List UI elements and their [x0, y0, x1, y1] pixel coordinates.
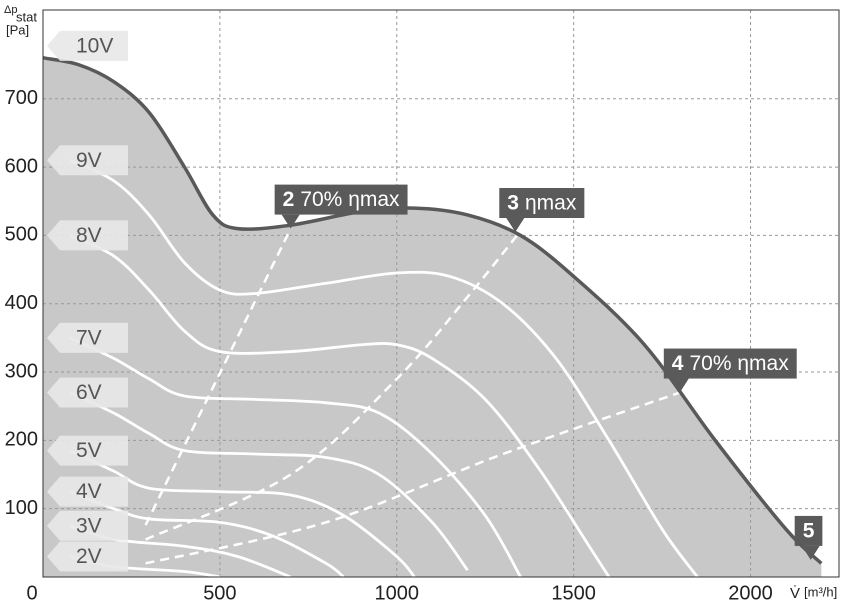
fan-curve	[69, 449, 416, 578]
annotation-box	[499, 188, 585, 219]
y-tick-label: 100	[5, 497, 38, 519]
plot-frame	[42, 9, 840, 578]
x-label-symbol: V̇	[790, 585, 800, 602]
annotation-pointer	[506, 218, 525, 233]
y-tick-label: 300	[5, 360, 38, 382]
fan-curve	[69, 391, 469, 572]
x-tick-label: 0	[26, 582, 37, 604]
annotation: 5	[794, 515, 823, 560]
voltage-label: 5V	[76, 439, 102, 462]
voltage-label: 7V	[76, 326, 102, 349]
annotation-box	[274, 184, 408, 215]
voltage-tag	[47, 476, 128, 507]
y-label-unit: [Pa]	[6, 22, 29, 37]
x-tick-label: 1000	[375, 582, 420, 604]
voltage-tag	[47, 377, 128, 408]
y-tick-label: 600	[5, 155, 38, 177]
x-label-unit: [m³/h]	[804, 584, 837, 599]
annotation-number: 5	[803, 519, 815, 542]
y-label-subscript: stat	[16, 9, 37, 24]
annotation-text: ηmax	[525, 192, 577, 215]
area-fill	[43, 57, 822, 578]
voltage-tag	[47, 30, 128, 61]
annotation-box	[794, 515, 823, 546]
x-tick-label: 500	[203, 582, 236, 604]
voltage-label: 9V	[76, 149, 102, 172]
x-tick-label: 2000	[728, 582, 773, 604]
voltage-label: 4V	[76, 480, 102, 503]
annotation-pointer	[670, 378, 689, 393]
y-tick-label: 500	[5, 224, 38, 246]
voltage-label: 8V	[76, 224, 102, 247]
voltage-tag	[47, 322, 128, 353]
voltage-label: 6V	[76, 381, 102, 404]
annotation-text: 70% ηmax	[689, 352, 789, 375]
voltage-tag	[47, 220, 128, 251]
x-tick-label: 1500	[551, 582, 596, 604]
system-line	[145, 391, 681, 565]
y-label-symbol: Δp	[4, 4, 17, 16]
annotation-number: 4	[672, 352, 684, 375]
fan-curve	[69, 159, 699, 578]
voltage-label: 3V	[76, 514, 102, 537]
fan-curve	[69, 336, 522, 578]
annotation: 3 ηmax	[499, 188, 585, 233]
annotation-pointer	[281, 214, 300, 229]
annotation-number: 3	[507, 192, 519, 215]
annotation-text: 70% ηmax	[300, 188, 400, 211]
annotation-box	[663, 348, 797, 379]
voltage-label: 10V	[76, 34, 113, 57]
annotation: 2 70% ηmax	[274, 184, 408, 229]
y-tick-label: 400	[5, 292, 38, 314]
voltage-tag	[47, 435, 128, 466]
fan-curve	[69, 234, 611, 578]
y-tick-label: 200	[5, 429, 38, 451]
voltage-tag	[47, 145, 128, 176]
annotation-number: 2	[283, 188, 295, 211]
annotation: 4 70% ηmax	[663, 348, 797, 393]
voltage-tag	[47, 541, 128, 572]
plot-area	[43, 10, 839, 578]
fan-curve	[69, 490, 345, 579]
voltage-tag	[47, 510, 128, 541]
y-tick-label: 700	[5, 87, 38, 109]
system-line	[144, 228, 292, 526]
annotation-pointer	[801, 545, 820, 560]
voltage-label: 2V	[76, 545, 102, 568]
